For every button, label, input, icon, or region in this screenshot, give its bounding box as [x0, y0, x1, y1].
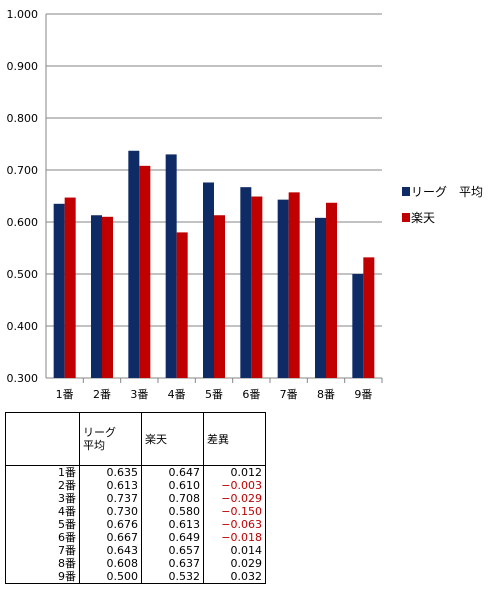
rakuten-value-cell: 0.708: [141, 492, 204, 505]
chart-legend: リーグ 平均 楽天: [402, 183, 483, 235]
bar-league: [128, 150, 140, 378]
diff-value-cell: 0.012: [203, 465, 266, 479]
y-tick-label: 0.400: [7, 320, 39, 333]
legend-swatch-rakuten: [402, 212, 410, 222]
row-label-cell: 3番: [5, 492, 80, 505]
bar-rakuten: [214, 215, 225, 378]
bar-rakuten: [139, 165, 151, 378]
table-header-rakuten: 楽天: [141, 412, 204, 466]
table-header-league: リーグ 平均: [79, 412, 142, 466]
row-label-cell: 1番: [5, 465, 80, 479]
table-row: 8番 0.608 0.637 0.029: [5, 557, 266, 570]
rakuten-value-cell: 0.610: [141, 479, 204, 492]
rakuten-value-cell: 0.647: [141, 465, 204, 479]
bar-league: [53, 203, 65, 378]
bar-rakuten: [288, 192, 300, 378]
x-tick-label: 8番: [317, 388, 335, 401]
y-tick-label: 0.700: [7, 164, 39, 177]
row-label-cell: 6番: [5, 531, 80, 544]
diff-value-cell: −0.029: [203, 492, 266, 505]
rakuten-value-cell: 0.532: [141, 570, 204, 584]
y-tick-label: 0.600: [7, 216, 39, 229]
y-tick-label: 1.000: [7, 8, 39, 21]
rakuten-value-cell: 0.649: [141, 531, 204, 544]
table-header-blank: [5, 412, 80, 466]
row-label-cell: 8番: [5, 557, 80, 570]
x-tick-label: 7番: [280, 388, 298, 401]
bar-rakuten: [251, 196, 263, 378]
legend-label-rakuten: 楽天: [411, 210, 436, 225]
x-tick-label: 4番: [168, 388, 186, 401]
rakuten-value-cell: 0.613: [141, 518, 204, 531]
table-row: 4番 0.730 0.580 −0.150: [5, 505, 266, 518]
diff-value-cell: −0.003: [203, 479, 266, 492]
league-value-cell: 0.635: [79, 465, 142, 479]
row-label-cell: 7番: [5, 544, 80, 557]
legend-label-league: リーグ 平均: [411, 184, 484, 199]
x-tick-label: 9番: [354, 388, 372, 401]
league-value-cell: 0.500: [79, 570, 142, 584]
diff-value-cell: 0.029: [203, 557, 266, 570]
league-value-cell: 0.737: [79, 492, 142, 505]
diff-value-cell: −0.150: [203, 505, 266, 518]
bar-league: [91, 215, 102, 378]
table-row: 3番 0.737 0.708 −0.029: [5, 492, 266, 505]
diff-value-cell: −0.018: [203, 531, 266, 544]
league-value-cell: 0.613: [79, 479, 142, 492]
league-value-cell: 0.667: [79, 531, 142, 544]
table-row: 1番 0.635 0.647 0.012: [5, 465, 266, 479]
table-row: 9番 0.500 0.532 0.032: [5, 570, 266, 584]
legend-item-rakuten: 楽天: [402, 209, 483, 225]
x-tick-label: 5番: [205, 388, 223, 401]
diff-value-cell: 0.014: [203, 544, 266, 557]
bar-league: [277, 199, 289, 378]
table-row: 7番 0.643 0.657 0.014: [5, 544, 266, 557]
league-value-cell: 0.676: [79, 518, 142, 531]
bar-league: [315, 217, 326, 378]
table-row: 5番 0.676 0.613 −0.063: [5, 518, 266, 531]
bar-league: [240, 187, 252, 378]
x-tick-label: 6番: [242, 388, 260, 401]
table-header-row: リーグ 平均 楽天 差異: [5, 412, 266, 466]
row-label-cell: 5番: [5, 518, 80, 531]
league-value-cell: 0.608: [79, 557, 142, 570]
bar-league: [352, 274, 364, 378]
rakuten-value-cell: 0.580: [141, 505, 204, 518]
y-tick-label: 0.300: [7, 372, 39, 385]
comparison-table: リーグ 平均 楽天 差異 1番 0.635 0.647 0.012 2番 0.613 0.6…: [5, 412, 266, 584]
bar-league: [203, 182, 214, 378]
bar-rakuten: [176, 232, 188, 378]
bar-rakuten: [64, 197, 76, 378]
rakuten-value-cell: 0.657: [141, 544, 204, 557]
table-header-diff: 差異: [203, 412, 266, 466]
rakuten-value-cell: 0.637: [141, 557, 204, 570]
row-label-cell: 4番: [5, 505, 80, 518]
table-row: 2番 0.613 0.610 −0.003: [5, 479, 266, 492]
bar-rakuten: [326, 202, 337, 378]
legend-item-league: リーグ 平均: [402, 183, 483, 199]
y-tick-label: 0.800: [7, 112, 39, 125]
bar-rakuten: [102, 216, 113, 378]
diff-value-cell: −0.063: [203, 518, 266, 531]
row-label-cell: 9番: [5, 570, 80, 584]
row-label-cell: 2番: [5, 479, 80, 492]
y-tick-label: 0.900: [7, 60, 39, 73]
league-value-cell: 0.643: [79, 544, 142, 557]
diff-value-cell: 0.032: [203, 570, 266, 584]
bar-rakuten: [363, 257, 375, 378]
x-tick-label: 2番: [93, 388, 111, 401]
legend-swatch-league: [402, 186, 410, 196]
y-tick-label: 0.500: [7, 268, 39, 281]
x-tick-label: 1番: [56, 388, 74, 401]
bar-league: [165, 154, 177, 378]
table-row: 6番 0.667 0.649 −0.018: [5, 531, 266, 544]
x-tick-label: 3番: [130, 388, 148, 401]
league-value-cell: 0.730: [79, 505, 142, 518]
bar-chart: 1.000 0.900 0.800 0.700 0.600 0.500 0.400 0.300…: [7, 8, 383, 401]
